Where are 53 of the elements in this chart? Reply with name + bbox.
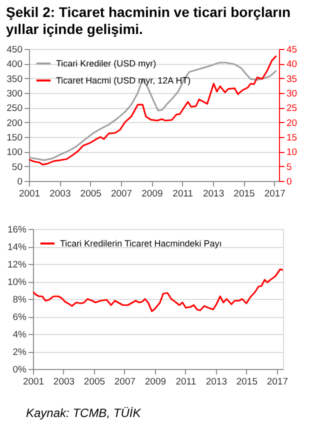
y2-tick-label: 15 (286, 132, 298, 144)
y2-tick-label: 20 (286, 118, 298, 129)
y-tick-label: 16% (7, 224, 28, 236)
y-tick-label: 400 (6, 59, 22, 70)
y2-tick-label: 35 (286, 74, 298, 85)
y-tick-label: 150 (6, 132, 22, 144)
y-tick-label: 250 (6, 103, 22, 114)
y-tick-label: 300 (6, 88, 22, 100)
y2-tick-label: 45 (286, 44, 298, 56)
y2-tick-label: 40 (286, 59, 298, 70)
x-tick-label: 2015 (234, 188, 255, 200)
x-tick-label: 2013 (206, 376, 227, 388)
chart-title: Şekil 2: Ticaret hacminin ve ticari borçların yıllar içinde gelişimi. (5, 3, 292, 38)
y2-tick-label: 30 (286, 88, 298, 100)
x-tick-label: 2013 (202, 188, 224, 200)
x-tick-label: 2005 (80, 188, 102, 200)
x-tick-label: 2009 (142, 188, 163, 200)
y-tick-label: 450 (6, 44, 22, 56)
x-tick-label: 2007 (110, 188, 132, 200)
x-tick-label: 2017 (266, 376, 288, 388)
x-tick-label: 2001 (18, 188, 40, 200)
x-tick-label: 2009 (144, 376, 166, 388)
y-tick-label: 10% (7, 277, 28, 288)
y-tick-label: 50 (12, 162, 22, 173)
y2-tick-label: 5 (286, 162, 292, 173)
y-tick-label: 0% (12, 364, 28, 376)
x-tick-label: 2011 (176, 376, 196, 388)
y-tick-label: 200 (6, 118, 22, 129)
x-tick-label: 2001 (22, 376, 44, 388)
x-tick-label: 2003 (53, 376, 75, 388)
y-tick-label: 14% (7, 242, 28, 253)
legend-label: Ticaret Hacmi (USD myr, 12A HT) (56, 76, 191, 86)
y2-tick-label: 25 (286, 103, 298, 114)
x-tick-label: 2007 (114, 376, 136, 388)
y2-tick-label: 0 (286, 176, 292, 188)
y-tick-label: 4% (12, 330, 28, 340)
y-tick-label: 6% (12, 312, 28, 323)
x-tick-label: 2015 (236, 376, 258, 388)
y-tick-label: 100 (6, 147, 22, 158)
x-tick-label: 2011 (172, 188, 194, 200)
y-tick-label: 2% (12, 347, 28, 358)
y-tick-label: 350 (6, 74, 22, 85)
legend-label: Ticari Kredilerin Ticaret Hacmindeki Payı (60, 238, 222, 248)
y-tick-label: 0 (17, 176, 22, 188)
line-series (33, 268, 283, 312)
x-tick-label: 2003 (50, 188, 71, 200)
x-tick-label: 2017 (264, 188, 286, 200)
text: Kaynak: TCMB, TÜİK (25, 406, 142, 420)
y2-tick-label: 10 (286, 147, 298, 158)
y-tick-label: 8% (12, 294, 28, 306)
legend-label: Ticari Krediler (USD myr) (56, 58, 156, 68)
y-tick-label: 12% (7, 260, 28, 270)
x-tick-label: 2005 (84, 376, 106, 388)
